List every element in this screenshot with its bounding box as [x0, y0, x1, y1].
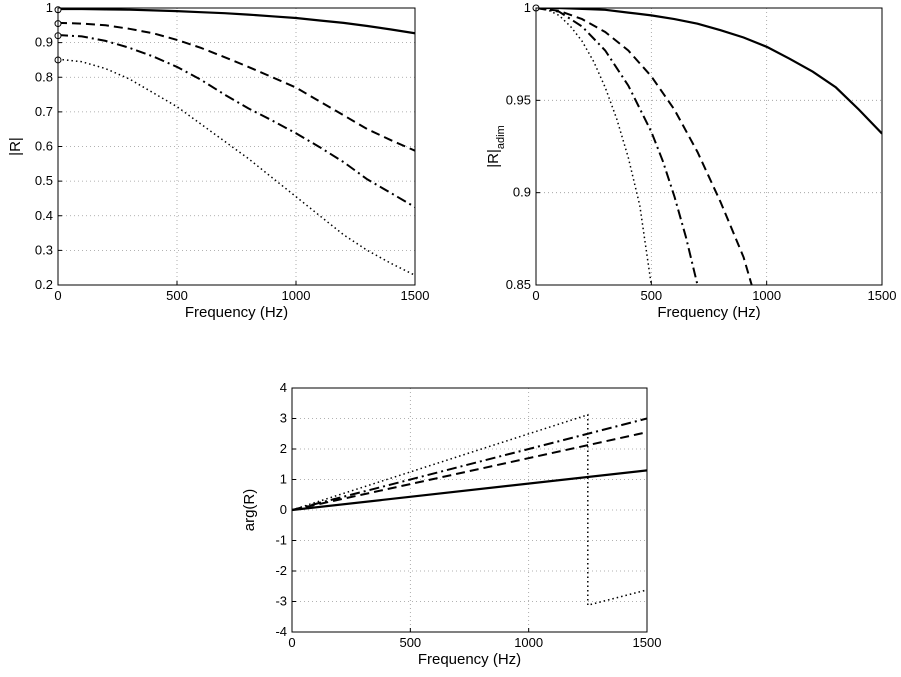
- x-axis-label: Frequency (Hz): [418, 651, 521, 668]
- y-tick-label: -2: [275, 563, 287, 578]
- plot-area: [292, 388, 647, 632]
- x-tick-label: 1000: [514, 635, 543, 650]
- y-tick-label: -4: [275, 624, 287, 639]
- y-tick-label: -3: [275, 594, 287, 609]
- y-tick-label: -1: [275, 533, 287, 548]
- series-dotted-line: [58, 58, 415, 276]
- y-tick-label: 0.9: [35, 35, 53, 50]
- y-tick-label: 4: [280, 380, 287, 395]
- series-dashdot-line: [536, 8, 699, 285]
- chart-1: 0 500 1000 1500 0.2 0.3 0.4 0.5 0.6 0.7 0.8 0.9 1 Fre…: [7, 0, 429, 321]
- x-axis-label: Frequency (Hz): [657, 304, 760, 321]
- y-tick-label: 3: [280, 411, 287, 426]
- x-tick-label: 1500: [633, 635, 662, 650]
- x-tick-label: 0: [288, 635, 295, 650]
- y-tick-label: 0.8: [35, 69, 53, 84]
- x-axis-label: Frequency (Hz): [185, 304, 288, 321]
- y-axis-label: |R|: [7, 137, 24, 156]
- y-tick-label: 1: [46, 0, 53, 15]
- y-tick-label: 0.3: [35, 242, 53, 257]
- series-dotted-line: [292, 413, 647, 607]
- series-solid-line: [58, 8, 415, 35]
- y-tick-label: 2: [280, 441, 287, 456]
- y-axis-label: arg(R): [241, 489, 258, 532]
- series-dashed-line: [58, 21, 415, 152]
- axes-frame: [291, 387, 648, 633]
- x-tick-label: 1000: [752, 288, 781, 303]
- series-dashdot-line: [58, 34, 415, 208]
- y-tick-label: 0.9: [513, 185, 531, 200]
- x-tick-label: 500: [640, 288, 662, 303]
- x-tick-label: 1500: [401, 288, 430, 303]
- y-axis-label: |R|adim: [485, 125, 507, 167]
- y-tick-label: 0.85: [506, 277, 531, 292]
- y-tick-label: 0.5: [35, 173, 53, 188]
- y-tick-label: 0.7: [35, 104, 53, 119]
- y-tick-label: 1: [280, 472, 287, 487]
- plot-area: [58, 8, 415, 285]
- series-dashed-line: [536, 8, 753, 285]
- x-tick-label: 500: [166, 288, 188, 303]
- chart-3: 0 500 1000 1500 -4 -3 -2 -1 0 1 2 3 4 Frequency (Hz) a…: [241, 380, 661, 668]
- y-tick-label: 0.6: [35, 139, 53, 154]
- x-tick-label: 500: [399, 635, 421, 650]
- axes-frame: [57, 7, 416, 286]
- series-solid-line: [536, 8, 882, 135]
- plot-area: [536, 8, 882, 285]
- series-dashed-line: [292, 431, 647, 511]
- x-tick-label: 0: [532, 288, 539, 303]
- x-tick-label: 0: [54, 288, 61, 303]
- y-tick-label: 0.95: [506, 92, 531, 107]
- y-tick-label: 0.2: [35, 277, 53, 292]
- x-tick-label: 1000: [282, 288, 311, 303]
- y-tick-label: 0.4: [35, 208, 53, 223]
- y-tick-label: 1: [524, 0, 531, 15]
- axes-frame: [535, 7, 883, 286]
- x-tick-label: 1500: [868, 288, 897, 303]
- y-tick-label: 0: [280, 502, 287, 517]
- chart-2: 0 500 1000 1500 0.85 0.9 0.95 1 Frequency (Hz) |R…: [485, 0, 896, 321]
- series-solid-line: [292, 469, 647, 512]
